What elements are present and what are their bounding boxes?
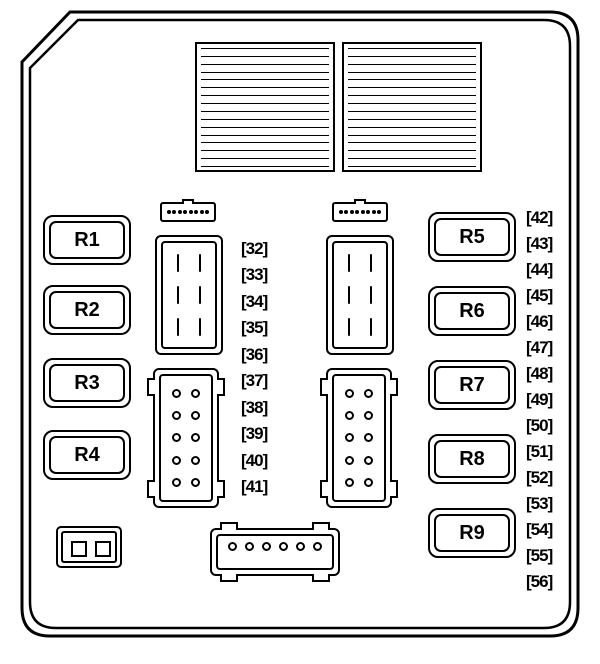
grille-vent-left (195, 42, 335, 172)
fuseblock-2 (326, 235, 394, 355)
fuse-slot: [50] (526, 412, 576, 438)
fuseblock-pins (338, 247, 382, 343)
fuse-slot: [45] (526, 282, 576, 308)
fuse-slot: [35] (241, 315, 301, 342)
fuse-slot: [48] (526, 360, 576, 386)
fuse-slot: [38] (241, 394, 301, 421)
fuse-slot: [46] (526, 308, 576, 334)
fuse-slot: [43] (526, 230, 576, 256)
fuseblock-1 (155, 235, 223, 355)
relay-label: R7 (459, 374, 485, 397)
connector-small-2 (332, 202, 388, 222)
relay-label: R4 (74, 444, 100, 467)
relay-label: R2 (74, 299, 100, 322)
fuse-slot: [41] (241, 474, 301, 501)
relay-r3: R3 (43, 358, 131, 408)
connector-large-v2 (326, 368, 392, 508)
fuselist-right: [42][43][44][45][46][47][48][49][50][51]… (526, 204, 576, 594)
relay-r6: R6 (428, 286, 516, 336)
fuse-slot: [49] (526, 386, 576, 412)
relay-r9: R9 (428, 508, 516, 558)
relay-label: R8 (459, 448, 485, 471)
connector-small-1 (160, 202, 216, 222)
grille-vent-right (342, 42, 482, 172)
relay-r4: R4 (43, 430, 131, 480)
fuse-slot: [40] (241, 447, 301, 474)
grille-lines (201, 48, 329, 166)
relay-label: R3 (74, 372, 100, 395)
fuse-slot: [42] (526, 204, 576, 230)
relay-r7: R7 (428, 360, 516, 410)
connector-bottom-left (56, 526, 122, 568)
fuse-slot: [33] (241, 262, 301, 289)
fuse-slot: [37] (241, 368, 301, 395)
fuse-slot: [53] (526, 490, 576, 516)
fuseblock-pins (167, 247, 211, 343)
relay-r1: R1 (43, 215, 131, 265)
connector-pins (224, 542, 326, 562)
fuse-slot: [44] (526, 256, 576, 282)
relay-label: R5 (459, 226, 485, 249)
grille-lines (348, 48, 476, 166)
relay-r2: R2 (43, 285, 131, 335)
fuse-slot: [34] (241, 288, 301, 315)
fuse-slot: [54] (526, 516, 576, 542)
fuselist-center: [32][33][34][35][36][37][38][39][40][41] (241, 235, 301, 500)
fuse-slot: [32] (241, 235, 301, 262)
relay-label: R9 (459, 522, 485, 545)
fusebox-panel: R1 R2 R3 R4 R5 R6 R7 R8 R9 (20, 10, 580, 638)
fuse-slot: [55] (526, 542, 576, 568)
fuse-slot: [47] (526, 334, 576, 360)
relay-label: R6 (459, 300, 485, 323)
connector-pins (340, 382, 378, 494)
fuse-slot: [39] (241, 421, 301, 448)
relay-r5: R5 (428, 212, 516, 262)
connector-large-v1 (153, 368, 219, 508)
fuse-slot: [36] (241, 341, 301, 368)
relay-r8: R8 (428, 434, 516, 484)
connector-pins (167, 382, 205, 494)
relay-label: R1 (74, 229, 100, 252)
connector-large-h1 (210, 528, 340, 576)
fuse-slot: [56] (526, 568, 576, 594)
fuse-slot: [51] (526, 438, 576, 464)
fuse-slot: [52] (526, 464, 576, 490)
